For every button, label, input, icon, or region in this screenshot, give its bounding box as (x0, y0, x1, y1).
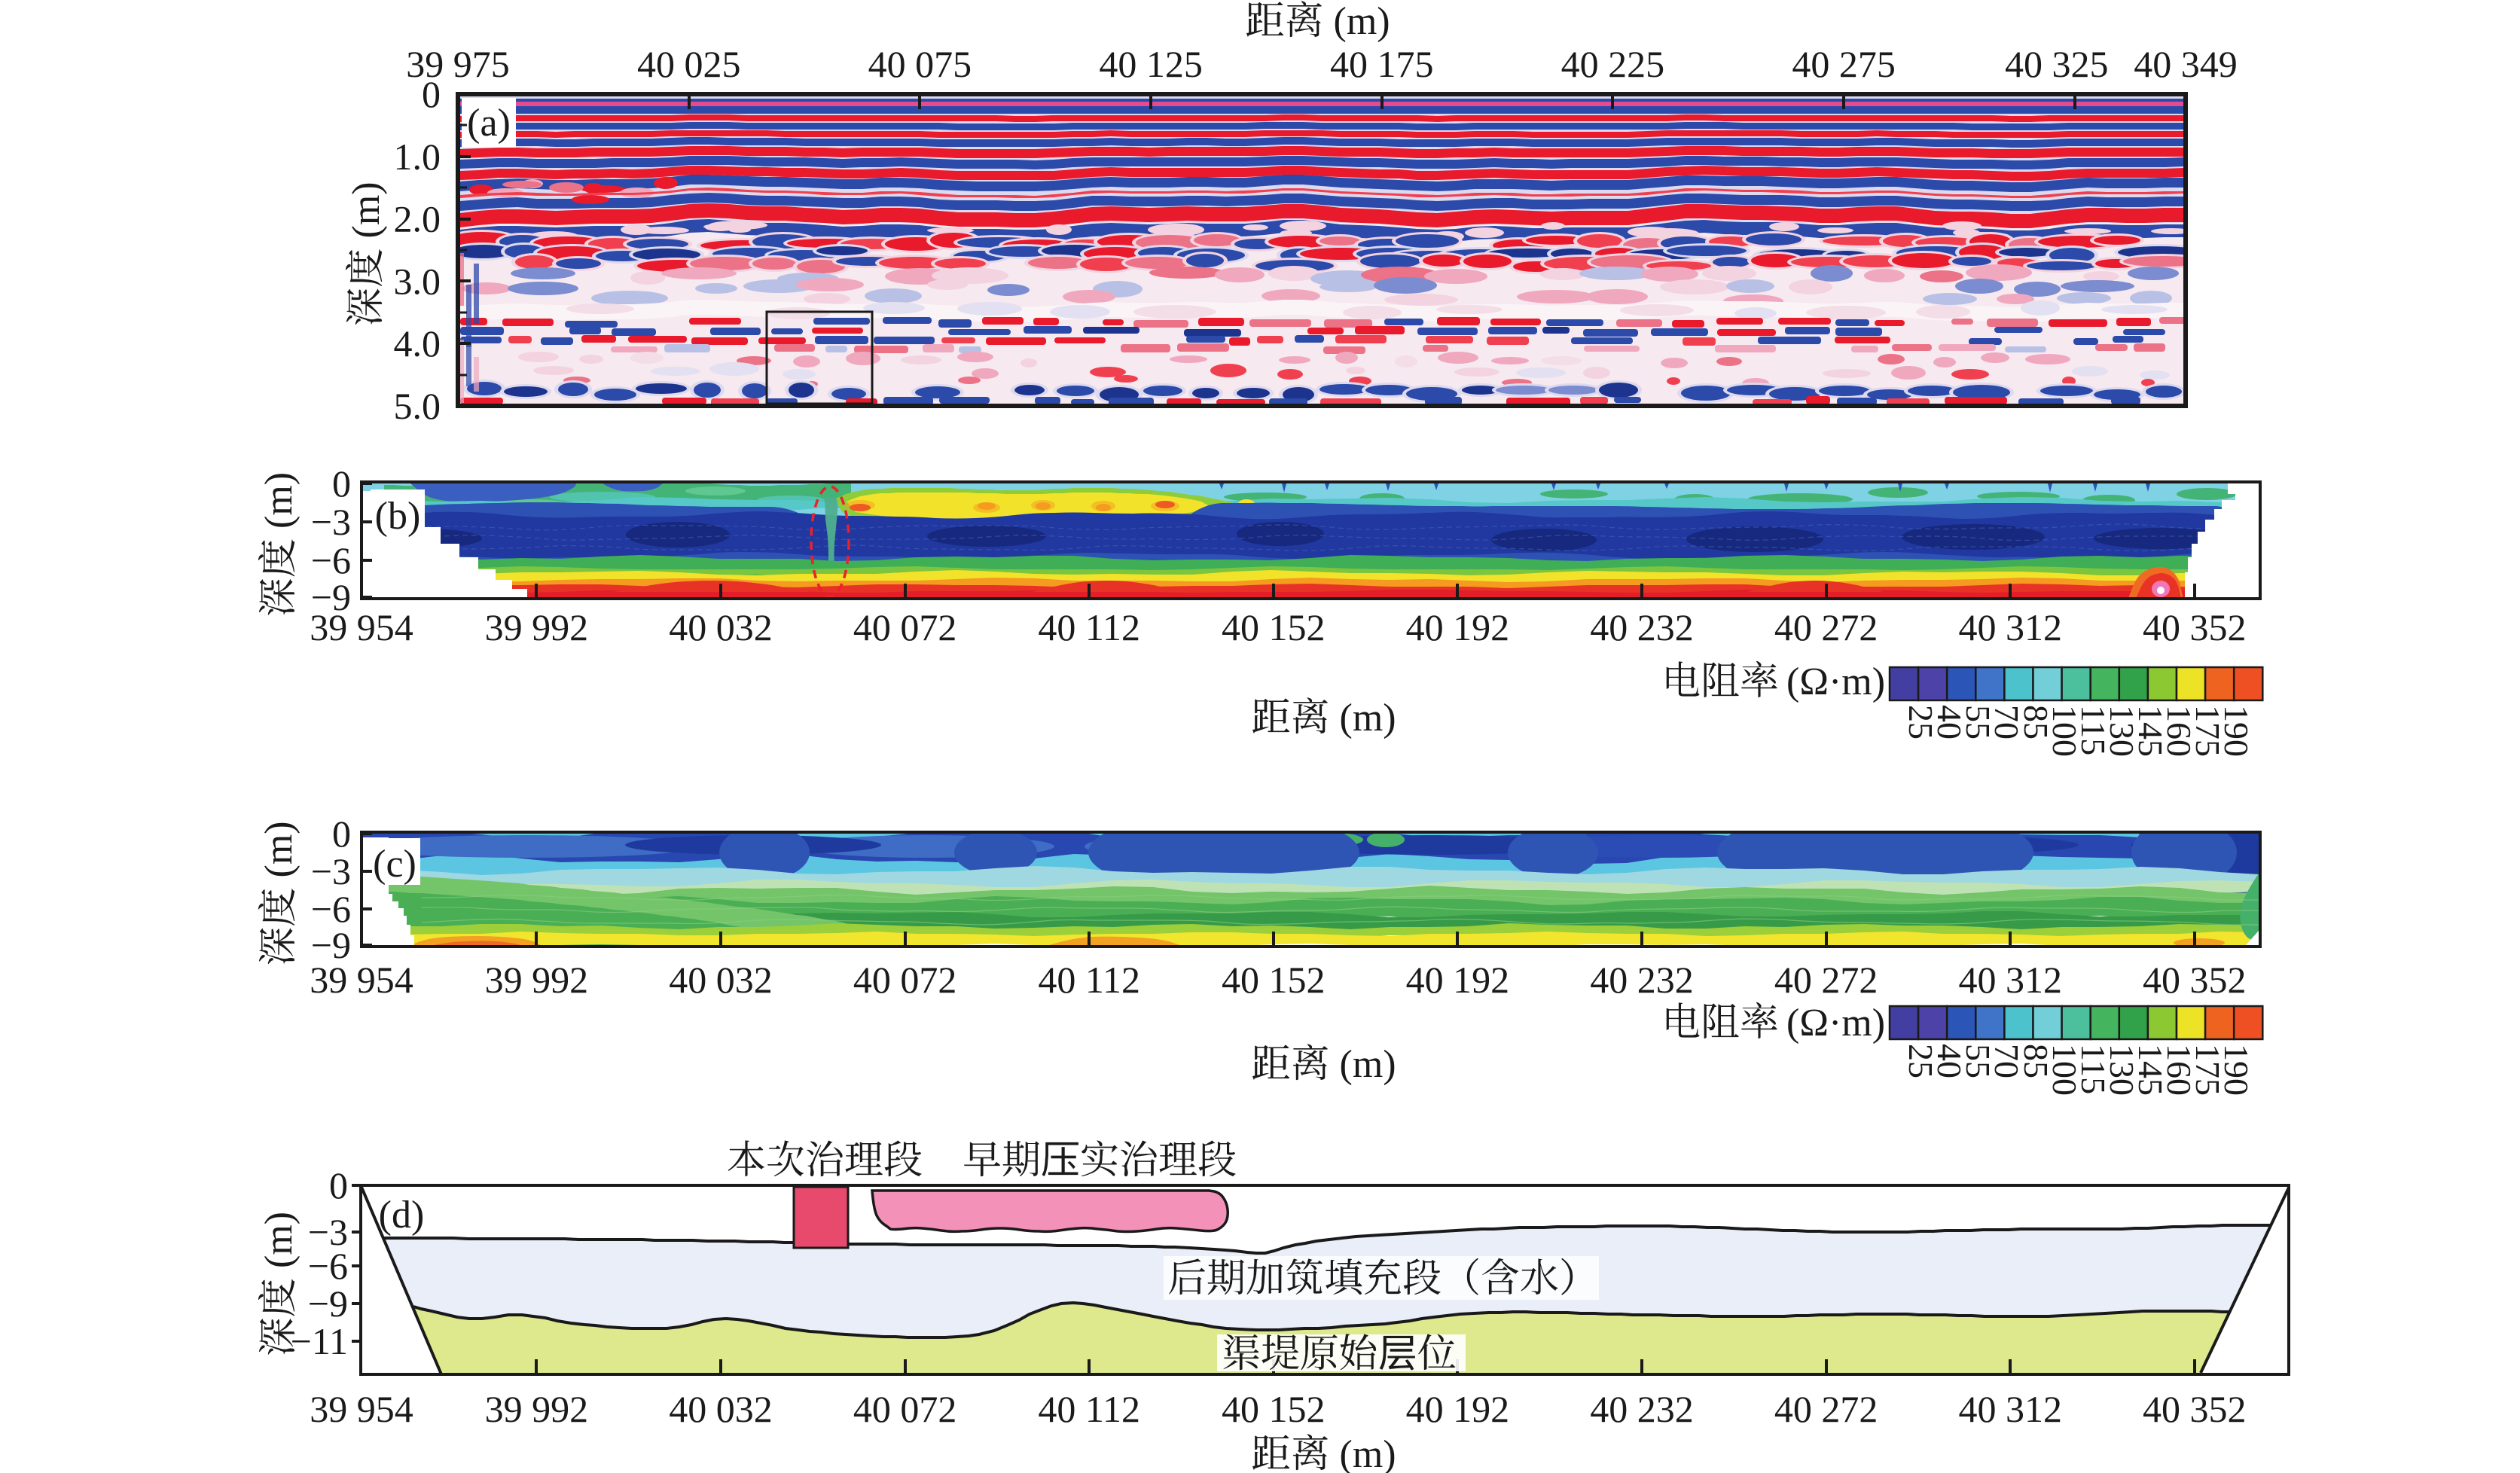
svg-text:40 272: 40 272 (1774, 606, 1878, 648)
svg-text:175: 175 (2189, 705, 2227, 757)
svg-text:85: 85 (2017, 705, 2055, 740)
svg-text:0: 0 (422, 73, 441, 115)
svg-text:40 352: 40 352 (2143, 1388, 2247, 1430)
svg-text:−6: −6 (308, 1245, 348, 1287)
svg-text:190: 190 (2217, 705, 2256, 757)
svg-text:40 272: 40 272 (1774, 1388, 1878, 1430)
svg-text:100: 100 (2046, 705, 2084, 757)
svg-text:0: 0 (329, 1164, 348, 1206)
svg-text:40 232: 40 232 (1590, 959, 1694, 1001)
svg-text:175: 175 (2189, 1044, 2227, 1096)
svg-text:0: 0 (332, 813, 351, 855)
svg-text:40 272: 40 272 (1774, 959, 1878, 1001)
svg-text:40 225: 40 225 (1561, 43, 1665, 85)
svg-text:39 992: 39 992 (485, 959, 589, 1001)
svg-text:(d): (d) (379, 1194, 425, 1237)
svg-text:40 192: 40 192 (1406, 606, 1510, 648)
svg-text:−3: −3 (311, 501, 351, 543)
svg-text:40 032: 40 032 (669, 959, 773, 1001)
svg-text:(Ω·m): (Ω·m) (1786, 660, 1885, 703)
svg-text:39 954: 39 954 (310, 606, 413, 648)
svg-text:40 349: 40 349 (2134, 43, 2238, 85)
svg-text:40 032: 40 032 (669, 1388, 773, 1430)
svg-text:145: 145 (2131, 1044, 2170, 1096)
svg-text:190: 190 (2217, 1044, 2256, 1096)
svg-text:40 072: 40 072 (853, 959, 957, 1001)
svg-text:40 312: 40 312 (1958, 606, 2062, 648)
svg-text:40 072: 40 072 (853, 1388, 957, 1430)
svg-text:5.0: 5.0 (394, 385, 441, 427)
svg-text:−6: −6 (311, 888, 351, 930)
svg-text:40 192: 40 192 (1406, 1388, 1510, 1430)
svg-text:3.0: 3.0 (394, 260, 441, 302)
svg-text:(m): (m) (1340, 1043, 1396, 1086)
svg-text:115: 115 (2074, 705, 2113, 755)
svg-text:115: 115 (2074, 1044, 2113, 1094)
svg-text:40 152: 40 152 (1222, 606, 1326, 648)
svg-text:40 112: 40 112 (1038, 959, 1140, 1001)
svg-text:40 025: 40 025 (637, 43, 741, 85)
svg-text:55: 55 (1959, 705, 1997, 740)
svg-text:40 032: 40 032 (669, 606, 773, 648)
svg-text:160: 160 (2160, 1044, 2198, 1096)
svg-text:40 175: 40 175 (1330, 43, 1434, 85)
svg-text:−3: −3 (308, 1211, 348, 1253)
svg-text:130: 130 (2103, 705, 2141, 757)
svg-text:40 325: 40 325 (2005, 43, 2109, 85)
svg-text:40 312: 40 312 (1958, 1388, 2062, 1430)
svg-text:−9: −9 (311, 576, 351, 618)
svg-text:−11: −11 (291, 1320, 348, 1362)
svg-text:(m): (m) (1340, 1433, 1396, 1473)
svg-text:(a): (a) (467, 102, 511, 145)
svg-text:1.0: 1.0 (394, 136, 441, 178)
svg-text:85: 85 (2017, 1044, 2055, 1078)
svg-text:25: 25 (1902, 705, 1940, 740)
svg-text:40 112: 40 112 (1038, 606, 1140, 648)
svg-text:55: 55 (1959, 1044, 1997, 1078)
svg-text:(m): (m) (258, 1212, 301, 1268)
svg-text:(c): (c) (373, 843, 416, 886)
svg-text:100: 100 (2046, 1044, 2084, 1096)
svg-text:(m): (m) (258, 821, 301, 877)
svg-text:39 954: 39 954 (310, 1388, 413, 1430)
svg-text:40 232: 40 232 (1590, 606, 1694, 648)
svg-text:40 275: 40 275 (1792, 43, 1896, 85)
svg-text:130: 130 (2103, 1044, 2141, 1096)
svg-text:70: 70 (1988, 1044, 2026, 1078)
svg-text:40 232: 40 232 (1590, 1388, 1694, 1430)
svg-text:−9: −9 (311, 924, 351, 966)
svg-text:40: 40 (1930, 705, 1969, 740)
svg-text:40 312: 40 312 (1958, 959, 2062, 1001)
svg-text:(m): (m) (345, 181, 388, 238)
svg-text:40 112: 40 112 (1038, 1388, 1140, 1430)
svg-text:39 954: 39 954 (310, 959, 413, 1001)
svg-text:(m): (m) (258, 472, 301, 529)
svg-text:40 152: 40 152 (1222, 959, 1326, 1001)
svg-text:40 072: 40 072 (853, 606, 957, 648)
svg-text:−9: −9 (308, 1282, 348, 1325)
svg-text:40 352: 40 352 (2143, 606, 2247, 648)
svg-text:40 075: 40 075 (868, 43, 972, 85)
svg-text:0: 0 (332, 462, 351, 505)
svg-text:40 192: 40 192 (1406, 959, 1510, 1001)
svg-text:39 992: 39 992 (485, 1388, 589, 1430)
svg-text:−3: −3 (311, 850, 351, 892)
svg-text:160: 160 (2160, 705, 2198, 757)
svg-text:40 125: 40 125 (1099, 43, 1203, 85)
svg-text:39 992: 39 992 (485, 606, 589, 648)
svg-text:4.0: 4.0 (394, 322, 441, 364)
svg-text:40 352: 40 352 (2143, 959, 2247, 1001)
svg-text:40: 40 (1930, 1044, 1969, 1078)
svg-text:−6: −6 (311, 539, 351, 581)
svg-text:25: 25 (1902, 1044, 1940, 1078)
svg-text:40 152: 40 152 (1222, 1388, 1326, 1430)
svg-text:39 975: 39 975 (406, 43, 510, 85)
svg-text:70: 70 (1988, 705, 2026, 740)
svg-text:(m): (m) (1334, 0, 1390, 43)
svg-text:145: 145 (2131, 705, 2170, 757)
svg-text:(b): (b) (375, 495, 421, 538)
svg-text:(Ω·m): (Ω·m) (1786, 1002, 1885, 1045)
svg-text:2.0: 2.0 (394, 198, 441, 240)
svg-text:(m): (m) (1340, 697, 1396, 740)
